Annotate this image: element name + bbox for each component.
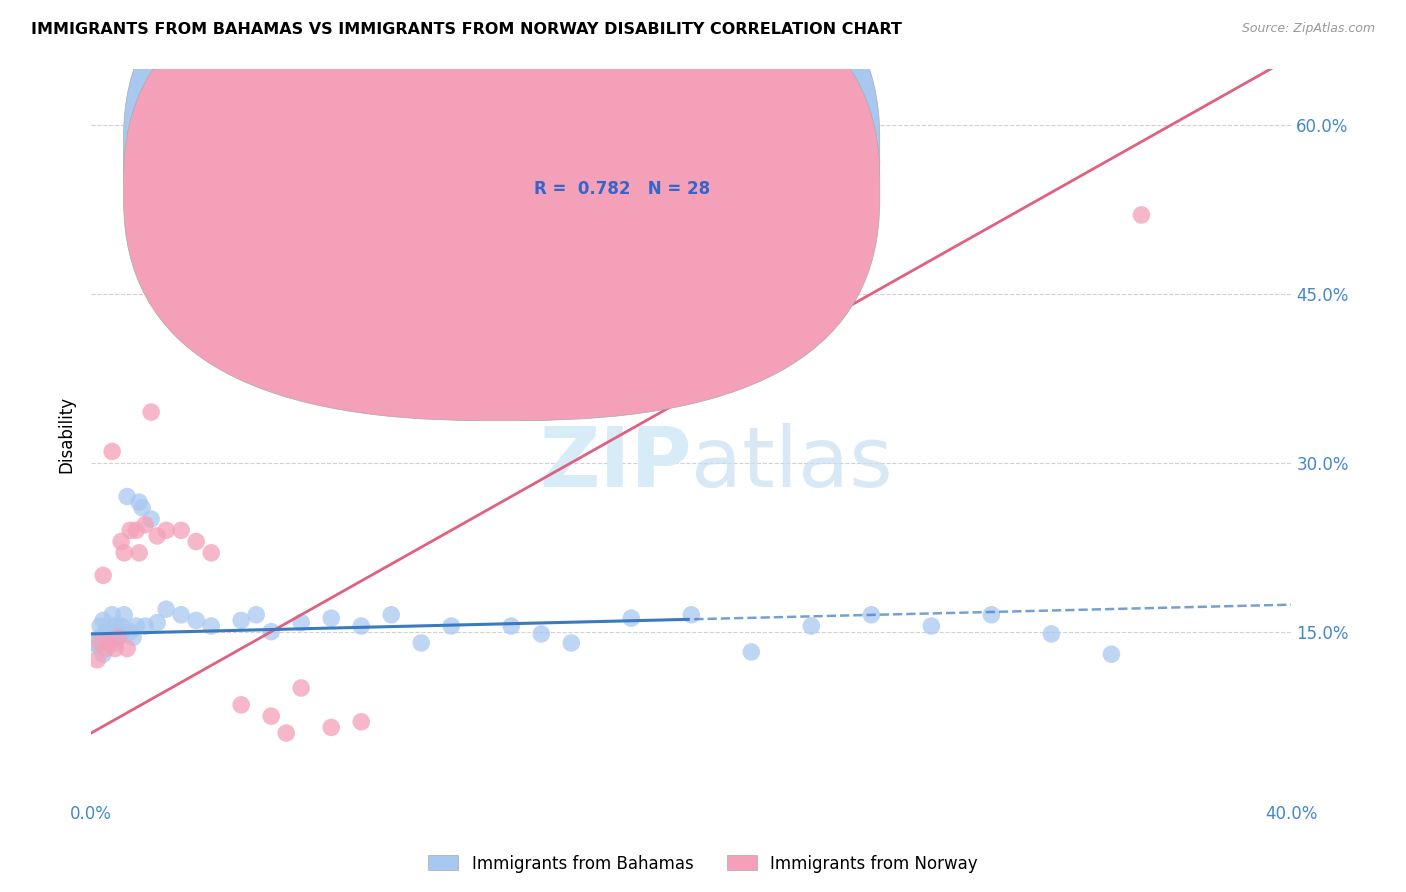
Point — [98, 630, 121, 644]
Point — [440, 619, 463, 633]
Point — [91, 647, 114, 661]
Legend: Immigrants from Bahamas, Immigrants from Norway: Immigrants from Bahamas, Immigrants from… — [422, 848, 984, 880]
Point — [91, 614, 114, 628]
Point — [350, 714, 373, 729]
Point — [530, 627, 553, 641]
Point — [104, 619, 127, 633]
Point — [980, 607, 1002, 622]
Point — [131, 500, 153, 515]
Point — [155, 524, 177, 538]
Point — [86, 653, 108, 667]
Point — [141, 405, 163, 419]
Point — [231, 614, 253, 628]
Text: IMMIGRANTS FROM BAHAMAS VS IMMIGRANTS FROM NORWAY DISABILITY CORRELATION CHART: IMMIGRANTS FROM BAHAMAS VS IMMIGRANTS FR… — [31, 22, 901, 37]
Point — [141, 512, 163, 526]
Point — [380, 607, 402, 622]
Y-axis label: Disability: Disability — [58, 396, 75, 473]
Point — [120, 524, 142, 538]
Point — [112, 607, 135, 622]
Point — [98, 636, 121, 650]
Point — [155, 602, 177, 616]
Point — [321, 611, 343, 625]
Point — [89, 619, 111, 633]
Point — [501, 619, 523, 633]
Point — [200, 619, 222, 633]
Point — [1099, 647, 1122, 661]
Text: ZIP: ZIP — [538, 424, 692, 504]
Point — [186, 534, 208, 549]
Point — [411, 636, 433, 650]
Point — [122, 630, 145, 644]
Point — [86, 638, 108, 652]
Point — [115, 490, 138, 504]
Point — [96, 627, 118, 641]
Point — [800, 619, 823, 633]
Point — [860, 607, 883, 622]
Point — [107, 630, 129, 644]
Point — [560, 636, 582, 650]
Point — [120, 624, 142, 639]
Point — [110, 534, 132, 549]
Point — [740, 645, 762, 659]
Point — [134, 619, 156, 633]
Point — [125, 619, 148, 633]
Point — [115, 641, 138, 656]
Point — [83, 636, 105, 650]
Point — [350, 619, 373, 633]
Point — [290, 615, 312, 630]
Point — [110, 627, 132, 641]
Point — [104, 641, 127, 656]
Point — [128, 546, 150, 560]
Point — [101, 607, 124, 622]
Point — [110, 619, 132, 633]
Point — [91, 568, 114, 582]
Point — [620, 611, 643, 625]
Point — [104, 636, 127, 650]
Point — [89, 636, 111, 650]
Text: R =  0.782   N = 28: R = 0.782 N = 28 — [534, 180, 710, 198]
Point — [260, 709, 283, 723]
Point — [146, 615, 169, 630]
Point — [101, 627, 124, 641]
Point — [920, 619, 942, 633]
Point — [128, 495, 150, 509]
Point — [101, 444, 124, 458]
Point — [1040, 627, 1063, 641]
Point — [89, 630, 111, 644]
Point — [107, 623, 129, 637]
Point — [98, 633, 121, 648]
Point — [96, 641, 118, 656]
Point — [125, 524, 148, 538]
Point — [107, 630, 129, 644]
Point — [170, 607, 193, 622]
Text: atlas: atlas — [692, 424, 893, 504]
FancyBboxPatch shape — [463, 116, 769, 208]
Point — [186, 614, 208, 628]
Point — [170, 524, 193, 538]
Point — [96, 624, 118, 639]
Point — [681, 607, 703, 622]
Point — [290, 681, 312, 695]
Point — [112, 546, 135, 560]
Point — [245, 607, 267, 622]
Point — [321, 720, 343, 734]
Point — [276, 726, 298, 740]
Text: R =  0.070   N = 53: R = 0.070 N = 53 — [534, 140, 710, 158]
Point — [134, 517, 156, 532]
Text: Source: ZipAtlas.com: Source: ZipAtlas.com — [1241, 22, 1375, 36]
FancyBboxPatch shape — [124, 0, 880, 381]
Point — [200, 546, 222, 560]
Point — [146, 529, 169, 543]
Point — [260, 624, 283, 639]
Point — [1130, 208, 1153, 222]
FancyBboxPatch shape — [124, 0, 880, 421]
Point — [231, 698, 253, 712]
